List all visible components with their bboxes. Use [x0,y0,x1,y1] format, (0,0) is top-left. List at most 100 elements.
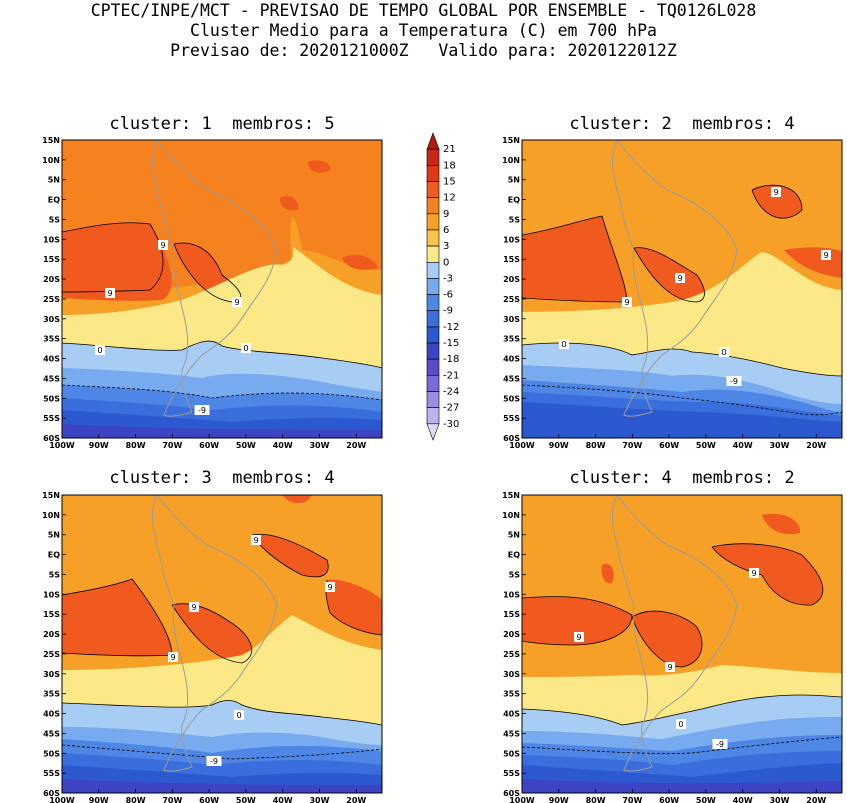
lat-label: 15N [42,136,60,145]
lat-label: 35S [43,335,60,344]
lat-label: 15N [502,136,520,145]
contour-neg9 [62,384,382,401]
colorbar-cell [426,132,440,150]
lat-label: 40S [503,355,520,364]
lat-label: 45S [503,374,520,383]
contour-label: 9 [327,583,332,592]
colorbar-label: -27 [443,403,459,414]
contour-label-bg [194,405,210,415]
warm-spot-2 [280,195,299,211]
lat-label: 15N [42,491,60,500]
colorbar-cell [426,423,440,441]
lat-label: 10N [42,511,60,520]
panel-1-title: cluster: 1 membros: 5 [109,114,335,134]
colorbar-cell [426,229,440,247]
contour-label: 9 [823,251,828,260]
lon-label: 90W [89,796,109,803]
header-line-3: Previsao de: 2020121000Z Valido para: 20… [170,41,677,60]
lat-label: 10N [502,511,520,520]
contour-label: 0 [561,340,566,349]
warm-spot-3 [342,254,378,270]
colorbar-label: 6 [443,225,449,236]
contour-label-bg [168,652,178,662]
contour-label: 0 [721,348,726,357]
warm-spot-1 [308,160,331,173]
contour-label: 9 [773,188,778,197]
contour-label: 0 [97,346,102,355]
lon-label: 50W [696,796,716,803]
contour-label-bg [241,343,251,353]
contour-label: -9 [210,757,218,766]
lat-label: 60S [503,789,520,798]
lon-label: 100W [509,441,535,450]
contour-label-bg [105,288,115,298]
colorbar-cell [426,391,440,408]
lat-label: 40S [43,355,60,364]
lat-label: 40S [43,710,60,719]
contour-label: 9 [107,289,112,298]
contour-label: 9 [677,274,682,283]
contour-label: 9 [191,603,196,612]
contour-9b [173,242,242,303]
colorbar-cell [426,326,440,344]
contour-label-bg [622,297,632,307]
panel-3-title: cluster: 3 membros: 4 [109,468,335,488]
lat-label: 60S [503,434,520,443]
lon-label: 80W [126,796,146,803]
colorbar-cell [426,342,440,360]
contour-label-bg [95,345,105,355]
lon-label: 80W [126,441,146,450]
lat-label: 55S [43,414,60,423]
lon-label: 20W [806,796,826,803]
lon-label: 60W [199,441,219,450]
contour-label: 9 [667,663,672,672]
lat-label: 35S [503,690,520,699]
colorbar-cell [426,294,440,312]
header-line-1: CPTEC/INPE/MCT - PREVISAO DE TEMPO GLOBA… [90,1,757,20]
colorbar-cell [426,407,440,425]
lat-label: 40S [503,710,520,719]
lon-label: 90W [549,441,569,450]
lat-label: 45S [43,374,60,383]
lat-label: 45S [503,729,520,738]
colorbar-label: 0 [443,257,449,268]
lat-label: 20S [503,630,520,639]
lat-label: EQ [48,551,60,560]
contour-label-bg [676,719,686,729]
lon-label: 90W [549,796,569,803]
colorbar-label: -30 [443,419,459,430]
lat-label: 10S [503,235,520,244]
band-neg18-neg15 [62,424,382,438]
lat-label: 25S [503,650,520,659]
colorbar-cell [426,245,440,263]
contour-label-bg [665,662,675,672]
lon-label: 30W [769,796,789,803]
lon-label: 100W [49,441,75,450]
contour-label: 9 [576,633,581,642]
colorbar-label: 21 [443,144,456,155]
lon-label: 60W [659,796,679,803]
contour-label: 9 [624,298,629,307]
contour-label: -9 [730,377,738,386]
lat-label: 25S [503,295,520,304]
lat-label: 30S [43,670,60,679]
contour-label-bg [232,297,242,307]
lat-label: 10S [43,590,60,599]
lat-label: 20S [43,630,60,639]
coastline [152,140,278,417]
lat-label: 60S [43,434,60,443]
lat-label: 5S [49,215,61,224]
contour-label-bg [821,250,831,260]
lat-label: 5N [508,176,520,185]
lat-label: 5S [49,570,61,579]
lat-label: 5S [509,570,521,579]
lat-label: 50S [503,749,520,758]
lat-label: 30S [503,315,520,324]
contour-label-bg [719,347,729,357]
contour-label-bg [189,602,199,612]
lat-label: 10S [43,235,60,244]
lat-label: 5N [48,176,60,185]
panel-4-title: cluster: 4 membros: 2 [569,468,795,488]
lat-label: 35S [503,335,520,344]
